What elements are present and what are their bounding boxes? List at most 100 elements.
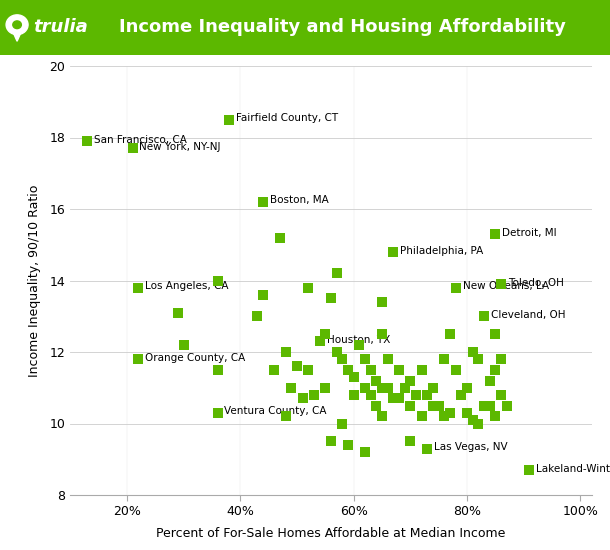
Point [422, 390, 432, 399]
Point [490, 329, 500, 338]
Point [456, 390, 466, 399]
Point [360, 448, 370, 456]
Point [406, 376, 415, 385]
Point [389, 394, 398, 403]
Point [496, 355, 506, 364]
Point [298, 394, 307, 403]
Point [485, 402, 495, 410]
Point [451, 283, 461, 292]
Point [309, 390, 319, 399]
Point [366, 365, 376, 374]
Point [371, 376, 381, 385]
Text: Los Angeles, CA: Los Angeles, CA [145, 281, 229, 292]
Point [127, 144, 137, 153]
Point [349, 390, 359, 399]
Point [253, 312, 262, 321]
Point [428, 402, 438, 410]
Point [354, 340, 364, 349]
Text: Income Inequality and Housing Affordability: Income Inequality and Housing Affordabil… [119, 19, 566, 36]
X-axis label: Percent of For-Sale Homes Affordable at Median Income: Percent of For-Sale Homes Affordable at … [156, 527, 506, 540]
Point [417, 365, 426, 374]
Point [382, 383, 392, 392]
Text: trulia: trulia [34, 19, 88, 36]
Point [303, 283, 313, 292]
Text: Boston, MA: Boston, MA [270, 195, 329, 206]
Point [468, 348, 478, 356]
Point [400, 383, 409, 392]
Point [281, 348, 290, 356]
Point [406, 402, 415, 410]
Point [394, 365, 404, 374]
Point [389, 248, 398, 256]
Text: New York, NY-NJ: New York, NY-NJ [140, 142, 221, 152]
Point [445, 408, 455, 417]
Point [224, 116, 234, 124]
Point [134, 283, 143, 292]
Point [134, 355, 143, 364]
Point [326, 437, 336, 446]
Point [371, 402, 381, 410]
Point [275, 233, 285, 242]
Point [382, 355, 392, 364]
Text: Fairfield County, CT: Fairfield County, CT [236, 113, 338, 123]
Text: San Francisco, CA: San Francisco, CA [94, 135, 187, 145]
Text: Houston, TX: Houston, TX [326, 335, 390, 345]
Point [320, 383, 330, 392]
Point [525, 465, 534, 474]
Point [332, 348, 342, 356]
Point [366, 390, 376, 399]
Point [417, 412, 426, 421]
Point [406, 437, 415, 446]
Text: Detroit, MI: Detroit, MI [502, 228, 557, 238]
Point [377, 298, 387, 306]
Point [258, 197, 268, 206]
Point [213, 408, 223, 417]
Text: Cleveland, OH: Cleveland, OH [491, 310, 565, 320]
Point [496, 279, 506, 288]
Point [213, 365, 223, 374]
Point [451, 365, 461, 374]
Text: Las Vegas, NV: Las Vegas, NV [434, 442, 508, 452]
Point [292, 362, 302, 371]
Point [303, 365, 313, 374]
Point [434, 402, 443, 410]
Point [337, 355, 347, 364]
Point [360, 383, 370, 392]
Point [502, 402, 512, 410]
Point [445, 329, 455, 338]
Point [213, 276, 223, 285]
Point [82, 137, 92, 146]
Point [377, 412, 387, 421]
Point [473, 419, 483, 428]
Point [479, 312, 489, 321]
Point [343, 441, 353, 449]
Point [360, 355, 370, 364]
Point [479, 402, 489, 410]
Text: Philadelphia, PA: Philadelphia, PA [400, 245, 484, 256]
Point [377, 383, 387, 392]
Point [286, 383, 296, 392]
Text: Toledo, OH: Toledo, OH [508, 278, 564, 288]
Point [394, 394, 404, 403]
Point [326, 294, 336, 302]
Text: Ventura County, CA: Ventura County, CA [224, 406, 327, 416]
Text: New Orleans, LA: New Orleans, LA [462, 281, 549, 292]
Point [349, 373, 359, 382]
Point [173, 308, 183, 317]
Point [428, 383, 438, 392]
Point [377, 329, 387, 338]
Point [439, 355, 449, 364]
Point [281, 412, 290, 421]
Point [343, 365, 353, 374]
Point [315, 337, 325, 345]
Point [490, 230, 500, 239]
Point [468, 416, 478, 425]
Point [439, 412, 449, 421]
Point [179, 340, 188, 349]
Point [462, 408, 472, 417]
Point [270, 365, 279, 374]
Point [320, 329, 330, 338]
Text: Lakeland-Winter Haven, FL: Lakeland-Winter Haven, FL [536, 464, 610, 474]
Point [462, 383, 472, 392]
Point [337, 419, 347, 428]
